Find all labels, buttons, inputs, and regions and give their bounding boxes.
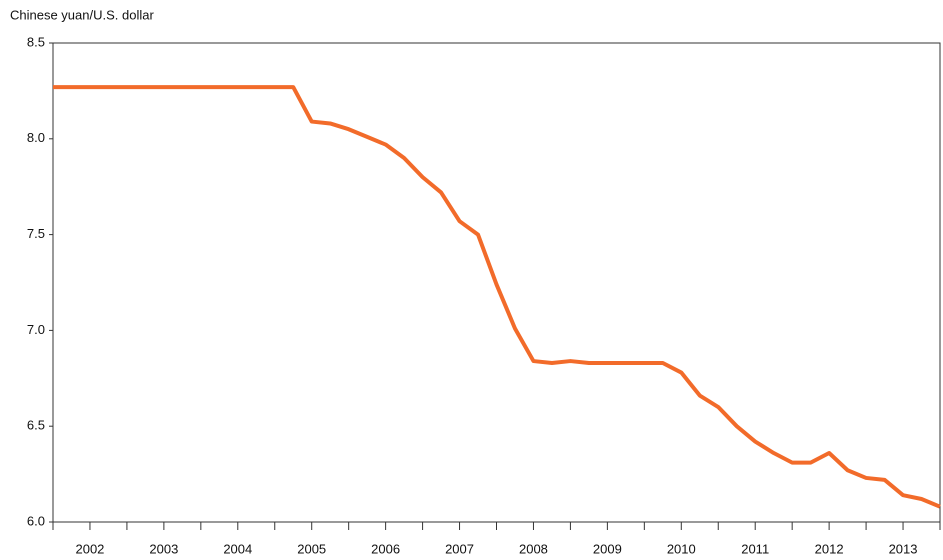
x-tick-label: 2010 [667, 541, 696, 556]
x-tick-label: 2013 [889, 541, 918, 556]
y-axis-label: Chinese yuan/U.S. dollar [10, 7, 154, 22]
x-tick-label: 2006 [371, 541, 400, 556]
x-tick-label: 2011 [741, 541, 769, 556]
data-line [53, 85, 941, 509]
y-tick-label: 6.5 [27, 418, 45, 433]
y-tick-label: 8.5 [27, 34, 45, 49]
x-tick-label: 2012 [815, 541, 844, 556]
x-tick-label: 2005 [297, 541, 326, 556]
x-tick-label: 2009 [593, 541, 622, 556]
y-tick-label: 6.0 [27, 513, 45, 528]
y-tick-label: 7.0 [27, 322, 45, 337]
x-tick-label: 2004 [223, 541, 252, 556]
x-tick-label: 2007 [445, 541, 474, 556]
x-tick-label: 2008 [519, 541, 548, 556]
x-tick-label: 2002 [75, 541, 104, 556]
y-tick-label: 7.5 [27, 226, 45, 241]
y-tick-label: 8.0 [27, 130, 45, 145]
x-tick-label: 2003 [149, 541, 178, 556]
